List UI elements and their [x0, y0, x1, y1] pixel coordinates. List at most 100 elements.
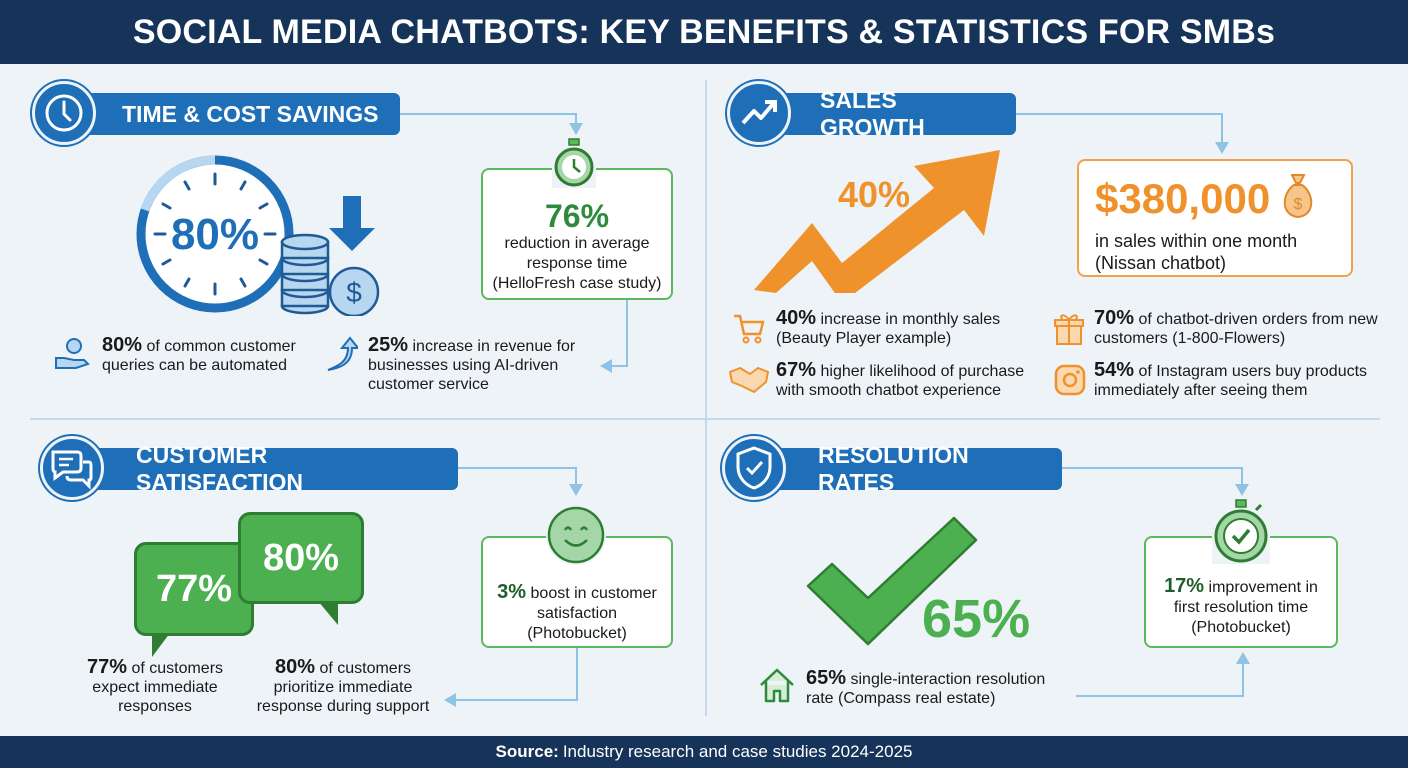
card-value: 3% [497, 581, 527, 603]
page-title: SOCIAL MEDIA CHATBOTS: KEY BENEFITS & ST… [132, 12, 1276, 51]
connector-arrow [569, 484, 583, 496]
connector-line [456, 699, 578, 701]
connector-line [400, 113, 576, 115]
stat-card-nissan: $380,000 $ in sales within one month (Ni… [1077, 159, 1353, 277]
connector-arrow [1215, 142, 1229, 154]
speech-bubble-80: 80% [238, 512, 364, 604]
connector-line [1221, 113, 1223, 143]
connector-line [458, 467, 576, 469]
stat-text: increase in monthly sales (Beauty Player… [776, 311, 1001, 347]
section-title-pill: TIME & COST SAVINGS [58, 93, 400, 135]
stat-purchase-likelihood: 67% higher likelihood of purchase with s… [776, 359, 1036, 400]
growth-arrow: 40% [754, 148, 1004, 303]
connector-line [1016, 113, 1222, 115]
connector-arrow [600, 359, 612, 373]
gauge-value: 80% [170, 210, 260, 259]
stat-text: single-interaction resolution rate (Comp… [806, 671, 1046, 707]
check-value: 65% [922, 589, 1031, 649]
svg-text:$: $ [1294, 196, 1303, 213]
stat-value: 54% [1094, 359, 1135, 381]
stat-text: higher likelihood of purchase with smoot… [776, 363, 1025, 399]
connector-line [1062, 467, 1242, 469]
arrow-value: 40% [838, 174, 911, 215]
stat-instagram: 54% of Instagram users buy products imme… [1094, 359, 1384, 400]
hand-coin-icon [54, 336, 90, 372]
stat-value: 67% [776, 359, 817, 381]
stat-1800-flowers: 70% of chatbot-driven orders from new cu… [1094, 307, 1384, 348]
money-bag-icon: $ [1278, 173, 1318, 224]
trend-up-arrow-icon [326, 336, 361, 372]
stat-value: 80% [274, 656, 315, 678]
bubble-value: 77% [155, 567, 233, 610]
section-title-pill: RESOLUTION RATES [754, 442, 1062, 495]
trend-icon [727, 81, 791, 145]
stat-beauty-player: 40% increase in monthly sales (Beauty Pl… [776, 307, 1026, 348]
stat-value: 80% [102, 334, 143, 356]
smiley-icon [546, 505, 606, 565]
page-header: SOCIAL MEDIA CHATBOTS: KEY BENEFITS & ST… [0, 0, 1408, 64]
bubble-tail [318, 601, 338, 625]
stat-card-response-time: 76% reduction in average response time (… [481, 168, 673, 300]
chat-bubbles-icon [40, 436, 104, 500]
gift-icon [1054, 312, 1084, 351]
vertical-divider [705, 80, 707, 716]
section-title-pill: SALES GROWTH [756, 87, 1016, 140]
card-text: boost in customer satisfaction (Photobuc… [527, 585, 657, 642]
connector-arrow [1235, 484, 1249, 496]
stopwatch-check-icon [1212, 498, 1270, 564]
card-value: 76% [544, 198, 610, 234]
bubble-tail [152, 633, 170, 657]
connector-line [1076, 695, 1243, 697]
svg-text:$: $ [346, 277, 362, 308]
section-title: TIME & COST SAVINGS [122, 100, 379, 127]
connector-line [1241, 467, 1243, 485]
section-title-pill: CUSTOMER SATISFACTION [72, 442, 458, 495]
gauge-clock: 80% [133, 152, 297, 316]
house-icon [758, 666, 796, 709]
stat-expect-immediate: 77% of customers expect immediate respon… [70, 656, 240, 716]
stat-automated-queries: 80% of common customer queries can be au… [102, 334, 322, 375]
big-checkmark-icon [806, 516, 978, 646]
stopwatch-icon [552, 138, 596, 188]
stat-text: increase in revenue for businesses using… [368, 338, 576, 393]
stat-value: 40% [776, 307, 817, 329]
section-title: RESOLUTION RATES [818, 442, 969, 495]
source-label: Source: [495, 742, 559, 761]
page-footer: Source: Industry research and case studi… [0, 736, 1408, 768]
card-text: in sales within one month (Nissan chatbo… [1095, 231, 1298, 273]
stat-compass: 65% single-interaction resolution rate (… [806, 667, 1076, 708]
cart-icon [732, 312, 766, 351]
source-text: Industry research and case studies 2024-… [562, 742, 913, 761]
connector-arrow [1236, 652, 1250, 664]
connector-line [575, 113, 577, 125]
stat-card-satisfaction-boost: 3% boost in customer satisfaction (Photo… [481, 536, 673, 648]
instagram-icon [1054, 364, 1086, 401]
horizontal-divider [30, 418, 1380, 420]
coins-dollar-icon: $ [280, 196, 390, 318]
bubble-value: 80% [262, 536, 340, 579]
connector-line [1242, 664, 1244, 697]
connector-line [626, 300, 628, 366]
card-text: improvement in first resolution time (Ph… [1173, 579, 1318, 636]
stat-prioritize-immediate: 80% of customers prioritize immediate re… [248, 656, 438, 716]
stat-text: of customers prioritize immediate respon… [256, 660, 430, 715]
section-title: SALES GROWTH [820, 87, 925, 140]
card-value: 17% [1164, 575, 1205, 597]
stat-text: of customers expect immediate responses [92, 660, 224, 715]
handshake-icon [728, 364, 770, 401]
stat-text: of Instagram users buy products immediat… [1094, 363, 1368, 399]
connector-arrow [444, 693, 456, 707]
shield-check-icon [722, 436, 786, 500]
card-text: reduction in average response time (Hell… [492, 235, 662, 292]
stat-value: 70% [1094, 307, 1135, 329]
section-title: CUSTOMER SATISFACTION [136, 442, 303, 495]
stat-value: 77% [86, 656, 127, 678]
stat-text: of common customer queries can be automa… [102, 338, 296, 374]
stat-value: 65% [806, 667, 847, 689]
speech-bubble-77: 77% [134, 542, 254, 636]
connector-line [575, 467, 577, 485]
stat-revenue-increase-text: 25% increase in revenue for businesses u… [368, 334, 618, 394]
card-value: $380,000 [1095, 174, 1271, 222]
connector-arrow [569, 123, 583, 135]
stat-value: 25% [368, 334, 409, 356]
